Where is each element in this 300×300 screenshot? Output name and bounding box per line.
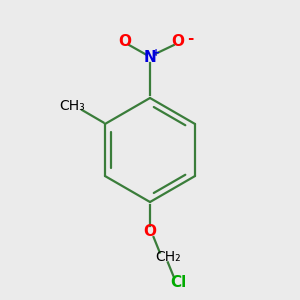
Text: N: N [144, 50, 156, 65]
Text: CH₃: CH₃ [59, 99, 85, 113]
Text: Cl: Cl [170, 275, 186, 290]
Text: O: O [143, 224, 157, 239]
Text: O: O [118, 34, 131, 49]
Text: O: O [172, 34, 185, 49]
Text: +: + [152, 47, 160, 58]
Text: -: - [187, 31, 193, 46]
Text: CH₂: CH₂ [155, 250, 181, 264]
